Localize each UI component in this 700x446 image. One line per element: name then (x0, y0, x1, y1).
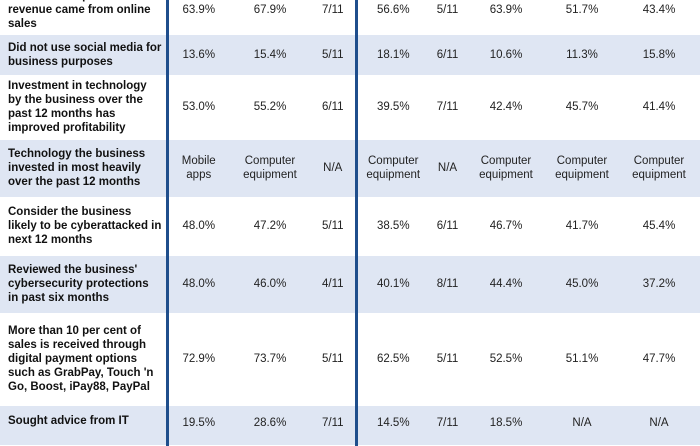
cell-value: 47.7% (618, 313, 700, 406)
row-label: Did not use social media for business pu… (0, 34, 169, 76)
row-label: Sought advice from IT (0, 405, 169, 446)
cell-value: N/A (429, 139, 466, 198)
cell-value: 53.0% (167, 75, 229, 140)
cell-value: Computer equipment (546, 139, 618, 198)
cell-value: 45.4% (618, 197, 700, 256)
cell-value: 51.7% (546, 0, 618, 35)
cell-value: 51.1% (546, 313, 618, 406)
table-row: Did not use social media for business pu… (0, 34, 700, 76)
cell-value: 18.1% (356, 34, 429, 76)
table-row: Sought advice from IT 19.5% 28.6% 7/11 1… (0, 405, 700, 446)
table-row: More than 10 per cent of sales is receiv… (0, 313, 700, 406)
cell-value: 40.1% (356, 255, 429, 314)
row-label: More than 10 per cent of revenue came fr… (0, 0, 169, 35)
cell-value: 62.5% (356, 313, 429, 406)
cell-value: Computer equipment (356, 139, 429, 198)
cell-value: 4/11 (311, 255, 358, 314)
cell-value: 45.0% (546, 255, 618, 314)
row-label: Technology the business invested in most… (0, 139, 169, 198)
cell-value: 44.4% (466, 255, 546, 314)
cell-value: 15.8% (618, 34, 700, 76)
cell-value: 72.9% (167, 313, 229, 406)
cell-value: 38.5% (356, 197, 429, 256)
cell-value: N/A (546, 405, 618, 446)
cell-value: 13.6% (167, 34, 229, 76)
row-label: Consider the business likely to be cyber… (0, 197, 169, 256)
cell-value: 73.7% (229, 313, 311, 406)
cell-value: Mobile apps (167, 139, 229, 198)
cell-value: 41.7% (546, 197, 618, 256)
cell-value: N/A (311, 139, 358, 198)
cell-value: Computer equipment (229, 139, 311, 198)
cell-value: 5/11 (311, 197, 358, 256)
cell-value: 7/11 (429, 405, 466, 446)
table-row: Consider the business likely to be cyber… (0, 197, 700, 256)
cell-value: 48.0% (167, 197, 229, 256)
cell-value: 7/11 (429, 75, 466, 140)
cell-value: Computer equipment (618, 139, 700, 198)
table-row: Technology the business invested in most… (0, 139, 700, 198)
row-label: Investment in technology by the business… (0, 75, 169, 140)
cell-value: 5/11 (311, 34, 358, 76)
cell-value: 47.2% (229, 197, 311, 256)
cell-value: 15.4% (229, 34, 311, 76)
cell-value: 7/11 (311, 405, 358, 446)
cell-value: 63.9% (167, 0, 229, 35)
cell-value: 5/11 (311, 313, 358, 406)
table-row: Reviewed the business' cybersecurity pro… (0, 255, 700, 314)
cell-value: 52.5% (466, 313, 546, 406)
cell-value: N/A (618, 405, 700, 446)
cell-value: Computer equipment (466, 139, 546, 198)
cell-value: 67.9% (229, 0, 311, 35)
row-label: Reviewed the business' cybersecurity pro… (0, 255, 169, 314)
cell-value: 46.0% (229, 255, 311, 314)
cell-value: 55.2% (229, 75, 311, 140)
cell-value: 6/11 (429, 197, 466, 256)
cell-value: 28.6% (229, 405, 311, 446)
cell-value: 5/11 (429, 0, 466, 35)
cell-value: 8/11 (429, 255, 466, 314)
cell-value: 56.6% (356, 0, 429, 35)
cell-value: 42.4% (466, 75, 546, 140)
cell-value: 7/11 (311, 0, 358, 35)
cell-value: 19.5% (167, 405, 229, 446)
cell-value: 45.7% (546, 75, 618, 140)
cell-value: 5/11 (429, 313, 466, 406)
cell-value: 63.9% (466, 0, 546, 35)
cell-value: 48.0% (167, 255, 229, 314)
cell-value: 46.7% (466, 197, 546, 256)
row-label: More than 10 per cent of sales is receiv… (0, 313, 169, 406)
cell-value: 6/11 (311, 75, 358, 140)
cell-value: 39.5% (356, 75, 429, 140)
table-row: More than 10 per cent of revenue came fr… (0, 0, 700, 35)
cell-value: 14.5% (356, 405, 429, 446)
cell-value: 10.6% (466, 34, 546, 76)
cell-value: 6/11 (429, 34, 466, 76)
cell-value: 18.5% (466, 405, 546, 446)
cell-value: 43.4% (618, 0, 700, 35)
cell-value: 11.3% (546, 34, 618, 76)
cell-value: 37.2% (618, 255, 700, 314)
table-row: Investment in technology by the business… (0, 75, 700, 140)
cell-value: 41.4% (618, 75, 700, 140)
